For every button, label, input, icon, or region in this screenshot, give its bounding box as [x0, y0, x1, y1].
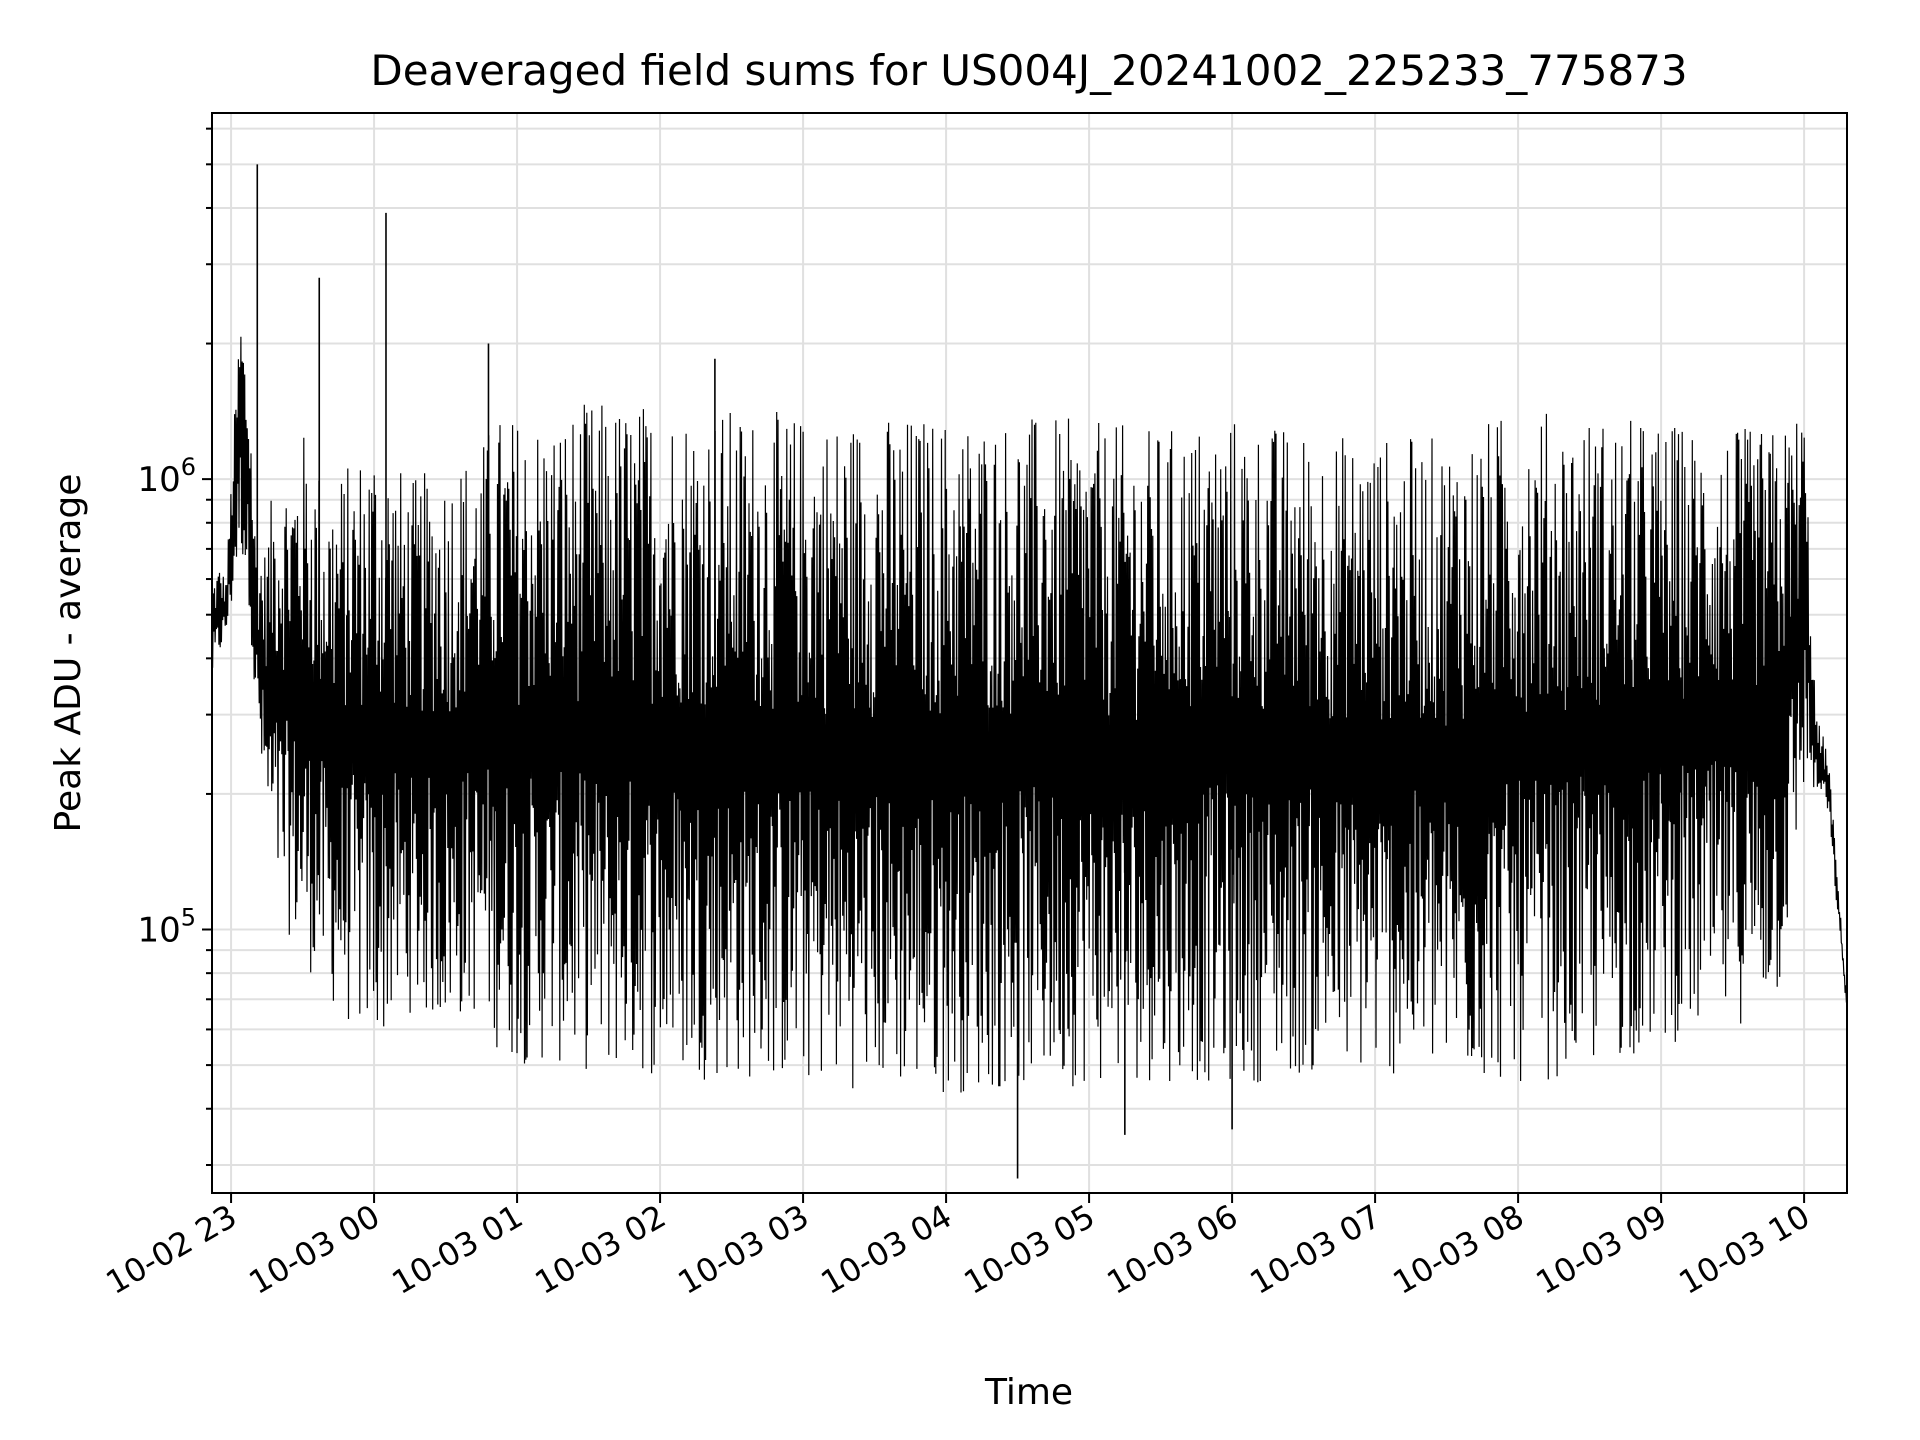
data-series [211, 164, 1848, 1179]
y-tick-label: 105 [137, 904, 196, 951]
y-tick-label: 106 [137, 453, 196, 500]
chart-title: Deaveraged field sums for US004J_2024100… [370, 46, 1687, 95]
series-line [211, 336, 1848, 1093]
y-axis-label: Peak ADU - average [48, 474, 89, 833]
plot-frame [211, 112, 1848, 1194]
x-axis-label: Time [984, 1372, 1073, 1413]
